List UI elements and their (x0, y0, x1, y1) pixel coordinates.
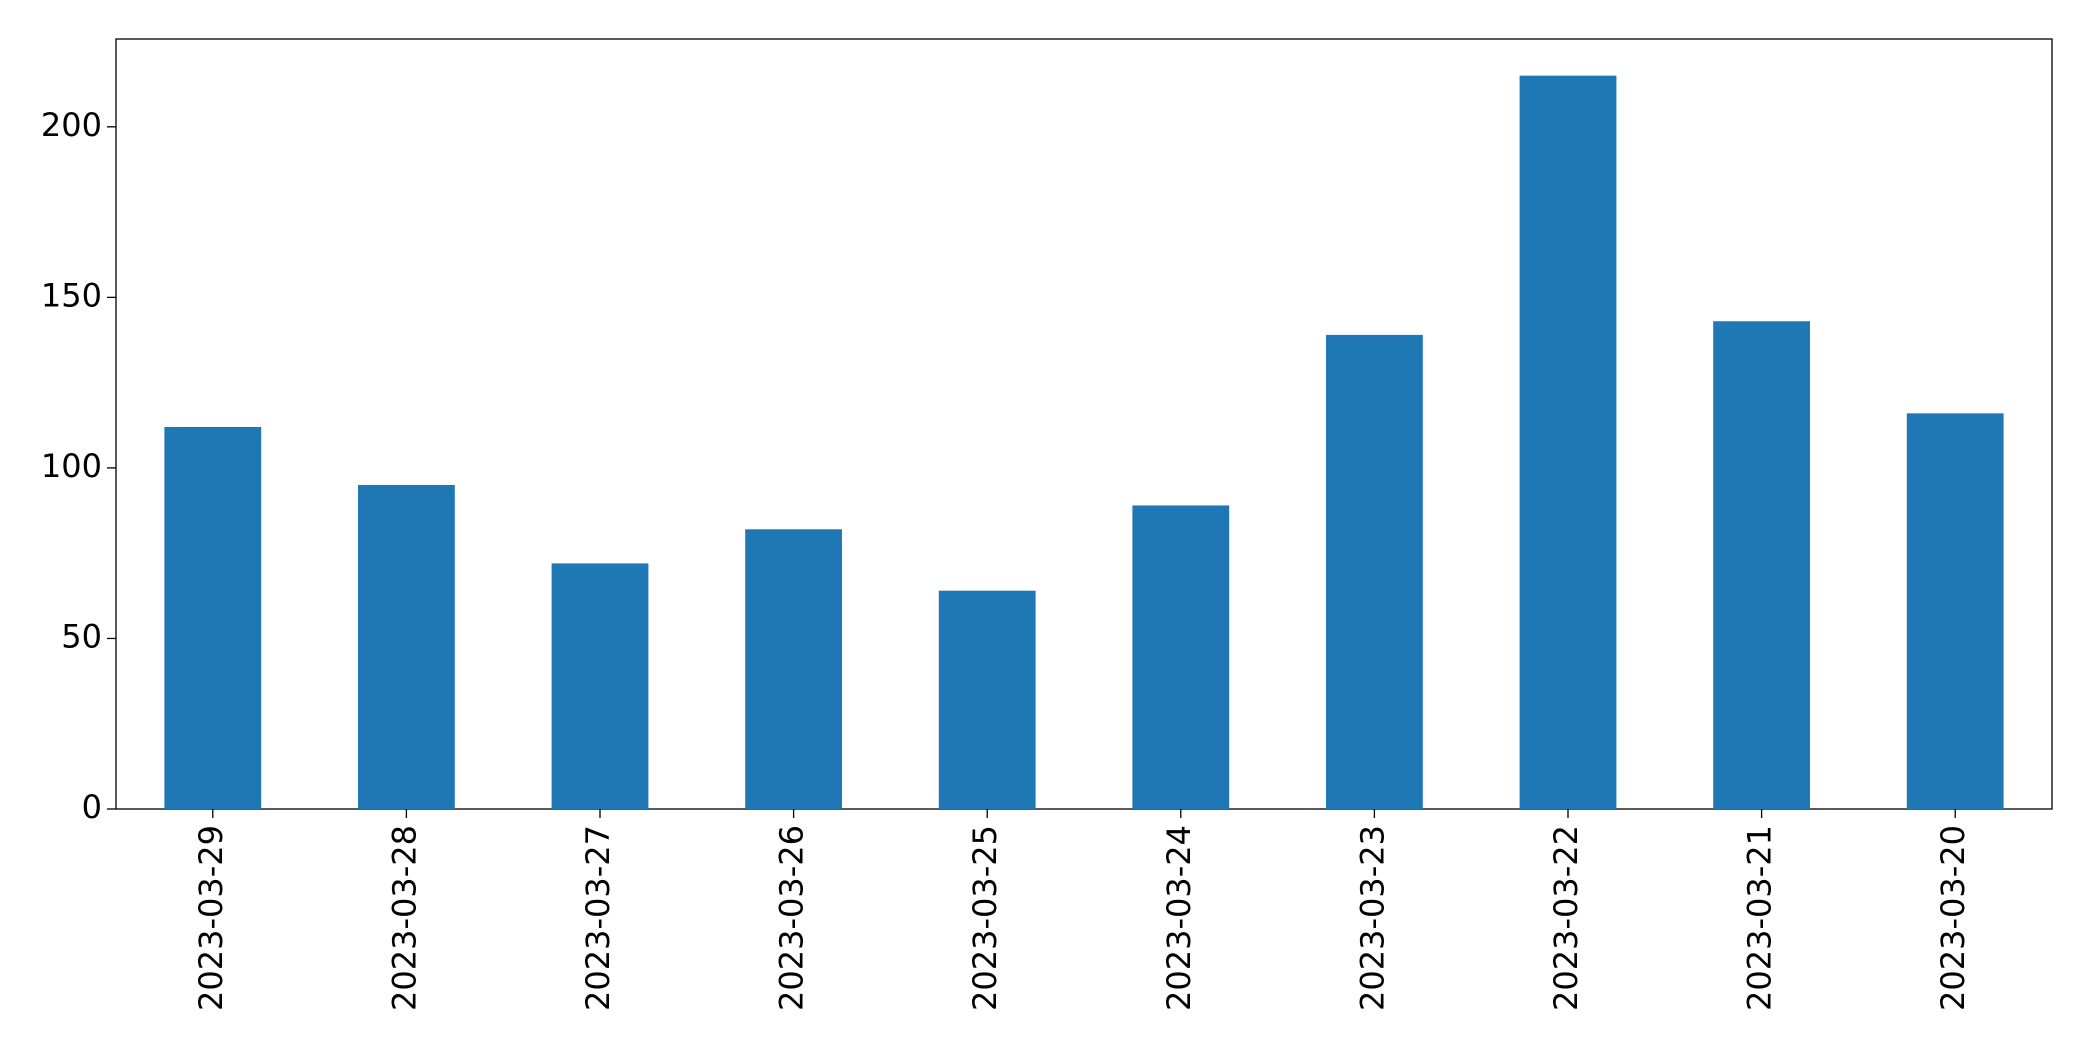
bar (938, 590, 1036, 809)
x-tick-label: 2023-03-28 (385, 825, 423, 1011)
plot-frame (115, 38, 2053, 810)
y-tick-label: 150 (41, 276, 102, 314)
y-tick-label: 200 (41, 106, 102, 144)
bar (164, 426, 262, 809)
bar (551, 563, 649, 809)
bar (1519, 75, 1617, 809)
bar (358, 484, 455, 809)
x-tick-label: 2023-03-26 (773, 825, 811, 1011)
bar (1326, 334, 1423, 809)
y-tick-label: 100 (41, 447, 102, 485)
bar (1713, 321, 1810, 809)
x-tick-label: 2023-03-24 (1160, 825, 1198, 1011)
x-tick-label: 2023-03-27 (579, 825, 617, 1011)
x-tick-label: 2023-03-23 (1353, 825, 1391, 1011)
x-tick-label: 2023-03-22 (1547, 825, 1585, 1011)
y-tick-label: 0 (82, 788, 102, 826)
bar (1132, 505, 1230, 809)
bar (745, 529, 842, 809)
x-tick-label: 2023-03-25 (966, 825, 1004, 1011)
x-tick-label: 2023-03-21 (1741, 825, 1779, 1011)
x-tick-label: 2023-03-20 (1934, 825, 1972, 1011)
y-tick-label: 50 (61, 617, 102, 655)
x-tick-label: 2023-03-29 (192, 825, 230, 1011)
bar (1906, 413, 2004, 809)
